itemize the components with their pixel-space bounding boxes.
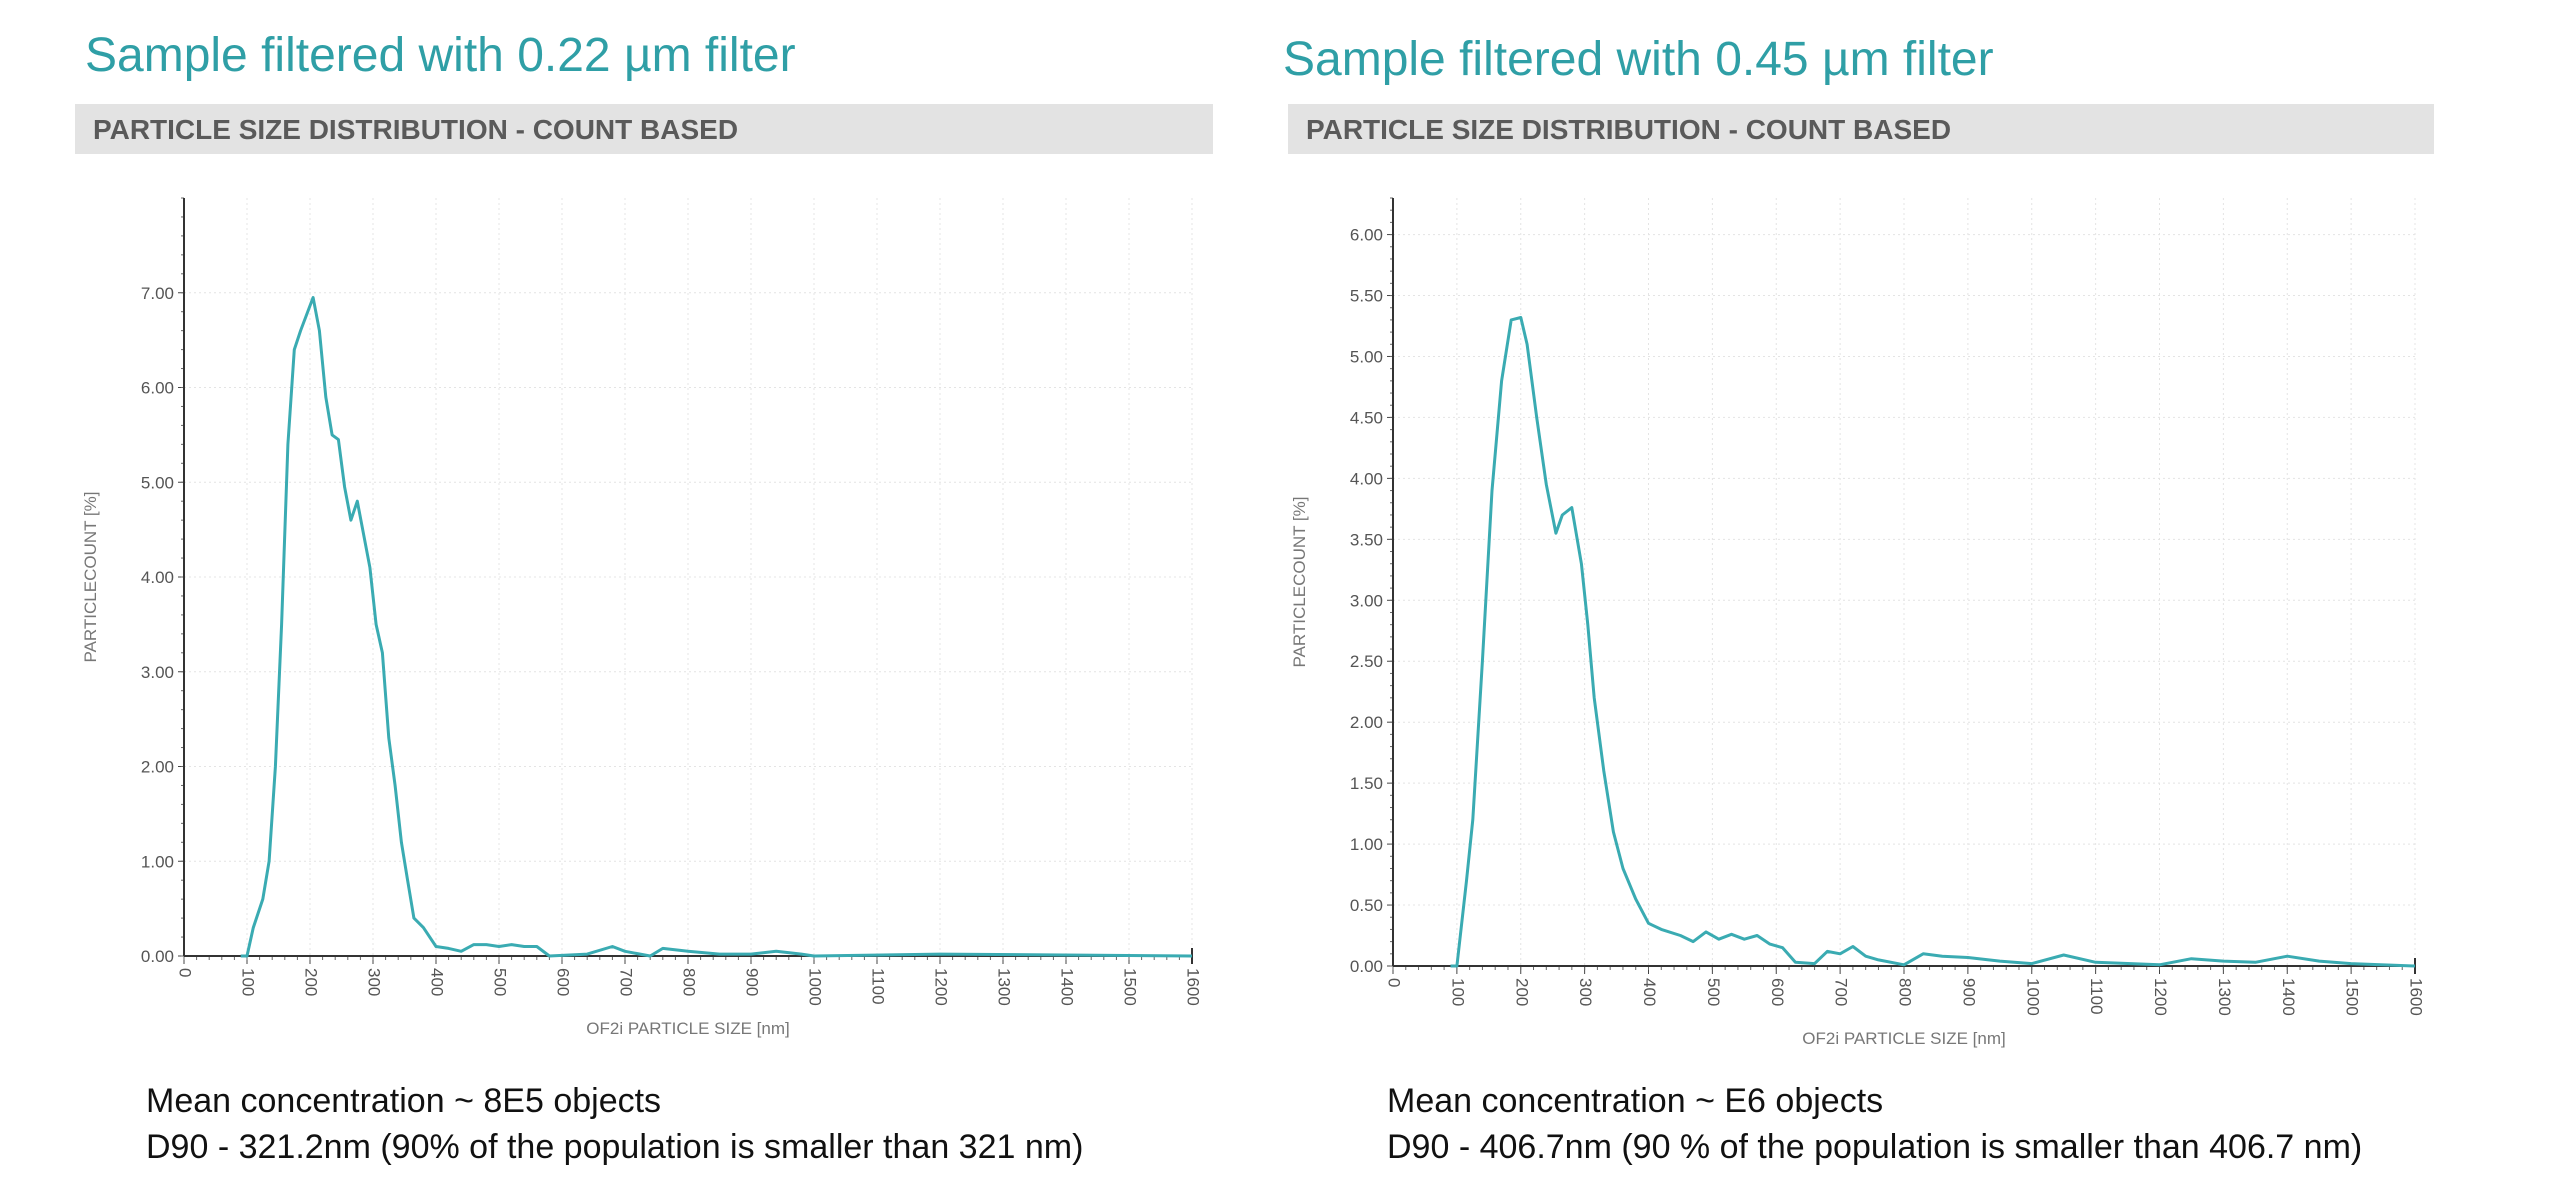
x-tick-label: 0 (1385, 978, 1404, 987)
y-tick-label: 7.00 (141, 284, 174, 303)
y-tick-label: 2.50 (1350, 652, 1383, 671)
x-tick-label: 1300 (2215, 978, 2234, 1016)
x-tick-label: 100 (1448, 978, 1467, 1006)
x-tick-label: 1000 (2023, 978, 2042, 1016)
y-tick-label: 1.00 (141, 852, 174, 871)
x-tick-label: 400 (428, 968, 447, 996)
x-tick-label: 1600 (1184, 968, 1203, 1006)
y-tick-label: 3.50 (1350, 530, 1383, 549)
x-tick-label: 500 (491, 968, 510, 996)
x-tick-label: 200 (1512, 978, 1531, 1006)
y-tick-label: 5.00 (1350, 347, 1383, 366)
y-tick-label: 3.00 (141, 663, 174, 682)
x-tick-label: 1400 (1058, 968, 1077, 1006)
panel-2-concentration: Mean concentration ~ E6 objects (1387, 1082, 1884, 1120)
charts-canvas: 0 100 200 300 400 500 600 700 800 900 1000 1100 1200… (81, 197, 2426, 1048)
x-tick-label: 1000 (806, 968, 825, 1006)
x-tick-label: 900 (743, 968, 762, 996)
x-tick-label: 1400 (2279, 978, 2298, 1016)
x-tick-label: 100 (239, 968, 258, 996)
chart-1: 0 100 200 300 400 500 600 700 800 900 1000 1100 1200… (81, 197, 1203, 1038)
series-line (1450, 316, 2416, 968)
x-tick-label: 400 (1640, 978, 1659, 1006)
y-tick-label: 1.00 (1350, 835, 1383, 854)
x-tick-label: 800 (1896, 978, 1915, 1006)
x-tick-label: 1600 (2407, 978, 2426, 1016)
x-tick-label: 1300 (995, 968, 1014, 1006)
x-tick-label: 500 (1704, 978, 1723, 1006)
panel-1-header: PARTICLE SIZE DISTRIBUTION - COUNT BASED (93, 114, 739, 145)
panel-2-header: PARTICLE SIZE DISTRIBUTION - COUNT BASED (1306, 114, 1952, 145)
x-tick-label: 600 (1768, 978, 1787, 1006)
x-tick-label: 700 (617, 968, 636, 996)
chart-2: 0 100 200 300 400 500 600 700 800 900 1000 1100 1200… (1290, 197, 2426, 1048)
y-axis-label: PARTICLECOUNT [%] (1290, 497, 1309, 668)
x-tick-label: 800 (680, 968, 699, 996)
x-tick-label: 1500 (1121, 968, 1140, 1006)
panel-2-notes: Mean concentration ~ E6 objects D90 - 40… (1387, 1078, 2362, 1170)
x-axis-label: OF2i PARTICLE SIZE [nm] (586, 1019, 789, 1038)
x-tick-label: 1200 (2151, 978, 2170, 1016)
panel-2-title: Sample filtered with 0.45 µm filter (1283, 33, 1994, 86)
y-tick-label: 4.50 (1350, 408, 1383, 427)
x-axis-label: OF2i PARTICLE SIZE [nm] (1802, 1029, 2005, 1048)
panel-2-d90: D90 - 406.7nm (90 % of the population is… (1387, 1128, 2363, 1166)
panel-2-header-bar: PARTICLE SIZE DISTRIBUTION - COUNT BASED (1288, 104, 2434, 154)
y-tick-label: 0.50 (1350, 896, 1383, 915)
x-tick-label: 1200 (932, 968, 951, 1006)
y-tick-label: 4.00 (1350, 469, 1383, 488)
y-tick-label: 4.00 (141, 568, 174, 587)
y-axis-label: PARTICLECOUNT [%] (81, 492, 100, 663)
y-tick-label: 6.00 (1350, 226, 1383, 245)
y-tick-label: 2.00 (141, 758, 174, 777)
y-tick-label: 0.00 (141, 947, 174, 966)
series-line (240, 296, 1193, 958)
panel-1-notes: Mean concentration ~ 8E5 objects D90 - 3… (146, 1078, 1083, 1170)
panel-1-d90: D90 - 321.2nm (90% of the population is … (146, 1128, 1084, 1166)
x-tick-label: 1100 (2087, 978, 2106, 1015)
x-tick-label: 300 (365, 968, 384, 996)
x-tick-label: 900 (1959, 978, 1978, 1006)
x-tick-label: 1500 (2343, 978, 2362, 1016)
x-tick-label: 1100 (869, 968, 888, 1005)
x-tick-label: 600 (554, 968, 573, 996)
y-tick-label: 2.00 (1350, 713, 1383, 732)
x-tick-label: 700 (1832, 978, 1851, 1006)
panel-1-concentration: Mean concentration ~ 8E5 objects (146, 1082, 662, 1120)
y-tick-label: 3.00 (1350, 591, 1383, 610)
y-tick-label: 0.00 (1350, 957, 1383, 976)
panel-1-title: Sample filtered with 0.22 µm filter (85, 29, 796, 82)
x-tick-label: 300 (1576, 978, 1595, 1006)
x-tick-label: 0 (176, 968, 195, 977)
y-tick-label: 1.50 (1350, 774, 1383, 793)
x-tick-label: 200 (302, 968, 321, 996)
y-tick-label: 5.00 (141, 473, 174, 492)
y-tick-label: 6.00 (141, 379, 174, 398)
panel-1-header-bar: PARTICLE SIZE DISTRIBUTION - COUNT BASED (75, 104, 1213, 154)
y-tick-label: 5.50 (1350, 287, 1383, 306)
